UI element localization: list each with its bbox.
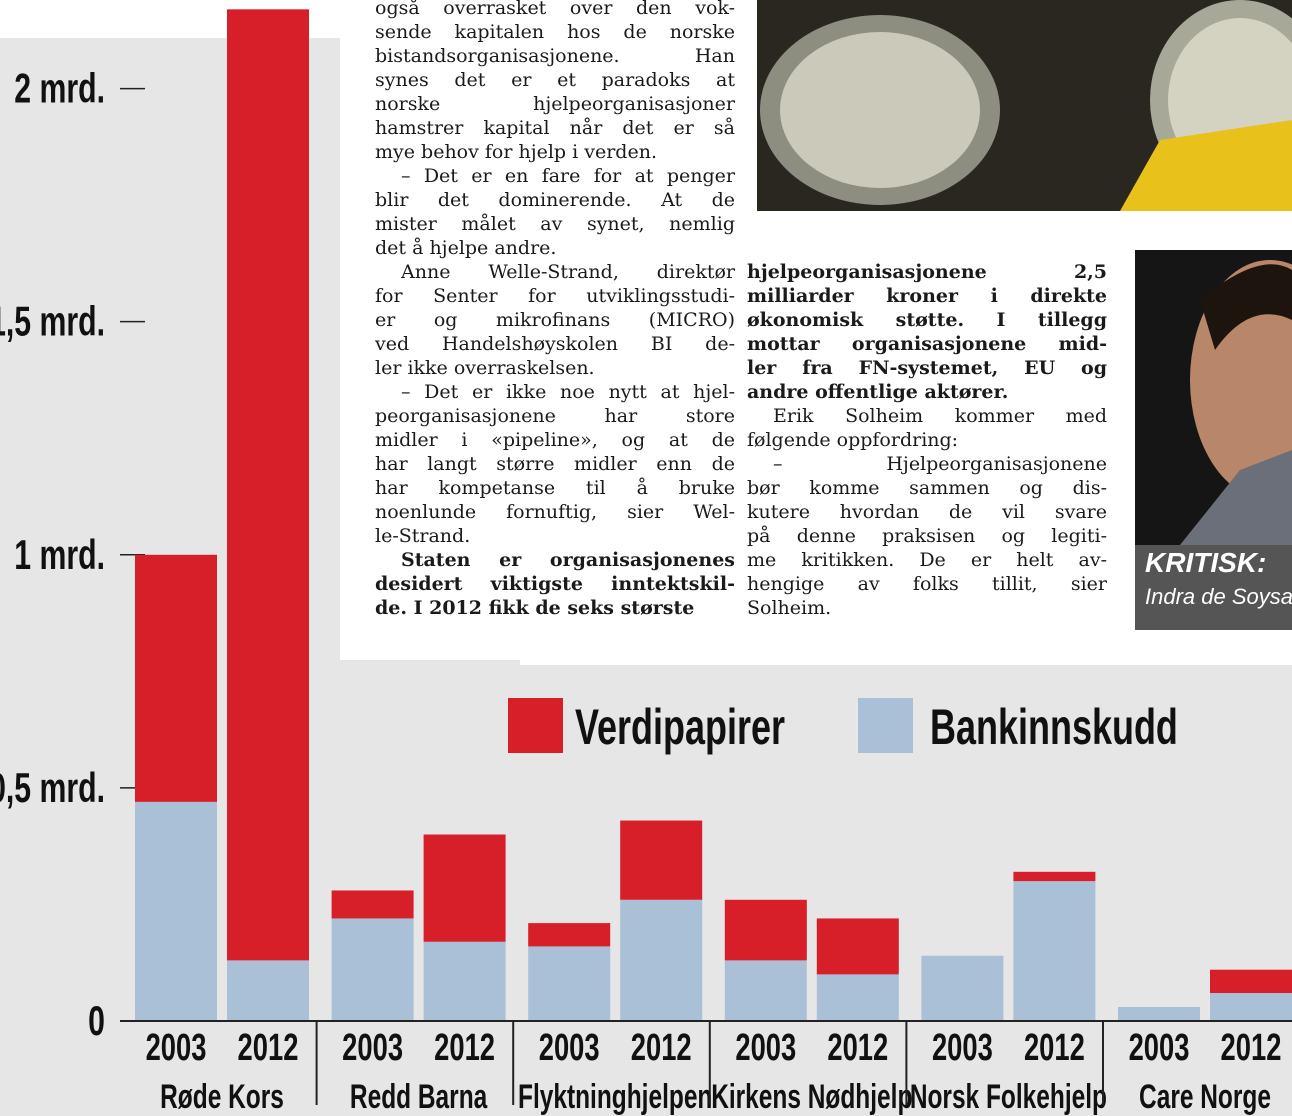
bar-segment [528, 923, 611, 947]
article-line: synes det er et paradoks at [375, 69, 735, 91]
year-label: 2012 [827, 1027, 888, 1069]
y-tick-label: 0,5 mrd. [0, 764, 105, 811]
year-label: 2003 [1129, 1027, 1190, 1069]
article-line: noenlunde fornuftig, sier Wel- [375, 501, 735, 523]
article-line: Anne Welle-Strand, direktør [401, 261, 735, 283]
bar-segment [724, 960, 807, 1021]
year-label: 2003 [539, 1027, 600, 1069]
article-line: sende kapitalen hos de norske [375, 21, 735, 43]
x-tick-label: Redd Barna [350, 1078, 488, 1116]
bar-segment [423, 834, 506, 942]
x-tick-label: Kirkens Nødhjelp [711, 1078, 912, 1116]
photo-chairs [757, 0, 1292, 211]
article-line: milliarder kroner i direkte [747, 285, 1107, 307]
article-line: ved Handelshøyskolen BI de- [375, 333, 735, 355]
caption-name: Indra de Soysa [1145, 584, 1292, 609]
year-label: 2003 [342, 1027, 403, 1069]
photo-portrait: KRITISK: Indra de Soysa [1135, 250, 1292, 630]
legend-label: Verdipapirer [575, 700, 785, 755]
x-tick-label: Norsk Folkehjelp [910, 1078, 1107, 1116]
article-line: hengige av folks tillit, sier [747, 573, 1107, 595]
year-label: 2012 [238, 1027, 299, 1069]
article-line: – Det er en fare for at penger [401, 165, 735, 187]
article-line: blir det dominerende. At de [375, 189, 735, 211]
article-line: norske hjelpeorganisasjoner [375, 93, 735, 115]
bar-segment [227, 9, 309, 961]
article-line: på denne praksisen og legiti- [747, 525, 1107, 547]
year-label: 2012 [434, 1027, 495, 1069]
bar-segment [423, 941, 506, 1021]
legend-swatch [508, 698, 563, 753]
year-label: 2012 [1221, 1027, 1282, 1069]
year-label: 2003 [932, 1027, 993, 1069]
article-line: har langt større midler enn de [375, 453, 735, 475]
article-line: er og mikrofinans (MICRO) [375, 309, 735, 331]
bar-segment [724, 899, 807, 961]
legend-label: Bankinnskudd [930, 700, 1178, 755]
article-line: for Senter for utviklingsstudi- [375, 285, 735, 307]
caption-title: KRITISK: [1145, 547, 1266, 578]
bar-segment [620, 899, 703, 1021]
bar-segment [816, 918, 899, 975]
article-line: også overrasket over den vok- [375, 0, 735, 19]
bar-segment [816, 974, 899, 1021]
bar-segment [331, 890, 414, 919]
y-tick-label: 2 mrd. [14, 65, 105, 112]
article-line: kutere hvordan de vil svare [747, 501, 1107, 523]
article-line: mottar organisasjonene mid- [747, 333, 1107, 355]
article-line: hjelpeorganisasjonene 2,5 [747, 261, 1107, 283]
bar-segment [1013, 871, 1096, 882]
year-label: 2012 [631, 1027, 692, 1069]
article-line: det å hjelpe andre. [375, 237, 557, 259]
bar-segment [921, 955, 1004, 1021]
bar-segment [1210, 993, 1292, 1021]
article-line: bør komme sammen og dis- [747, 477, 1107, 499]
bar-segment [331, 918, 414, 1021]
year-label: 2003 [146, 1027, 207, 1069]
article-line: midler i «pipeline», og at de [375, 429, 735, 451]
article-line: – Hjelpeorganisasjonene [773, 453, 1107, 475]
bar-segment [1013, 881, 1096, 1021]
article-line: desidert viktigste inntektskil- [375, 573, 735, 595]
article-line: Erik Solheim kommer med [773, 405, 1107, 427]
x-tick-label: Flyktninghjelpen [518, 1078, 712, 1116]
article-line: mister målet av synet, nemlig [375, 213, 735, 235]
x-tick-label: Røde Kors [160, 1078, 284, 1116]
article-line: peorganisasjonene har store [375, 405, 735, 427]
bar-segment [528, 946, 611, 1021]
bar-segment [1210, 969, 1292, 994]
bar-segment [227, 960, 309, 1021]
article-line: mye behov for hjelp i verden. [375, 141, 657, 163]
article-line: ler fra FN-systemet, EU og [747, 357, 1107, 379]
y-tick-label: 1,5 mrd. [0, 298, 105, 345]
article-line: me kritikken. De er helt av- [747, 549, 1107, 571]
legend-swatch [858, 698, 913, 753]
article-line: – Det er ikke noe nytt at hjel- [401, 381, 735, 403]
y-tick-label: 1 mrd. [14, 531, 105, 578]
article-line: Staten er organisasjonenes [401, 549, 735, 571]
article-line: følgende oppfordring: [747, 429, 959, 451]
article-line: hamstrer kapital når det er så [375, 117, 735, 139]
bar-segment [1118, 1007, 1200, 1021]
article-line: andre offentlige aktører. [747, 381, 1009, 403]
article-line: bistandsorganisasjonene. Han [375, 45, 735, 67]
article-line: økonomisk støtte. I tillegg [747, 309, 1107, 331]
article-line: le-Strand. [375, 525, 471, 547]
bar-segment [620, 820, 703, 900]
article-line: de. I 2012 fikk de seks største [375, 597, 695, 619]
x-tick-label: Care Norge [1139, 1078, 1271, 1116]
bar-segment [135, 801, 217, 1021]
y-tick-label: 0 [88, 997, 105, 1044]
article-line: Solheim. [747, 597, 832, 619]
article-line: har kompetanse til å bruke [375, 477, 735, 499]
article-line: ler ikke overraskelsen. [375, 357, 595, 379]
year-label: 2012 [1024, 1027, 1085, 1069]
bar-segment [135, 554, 217, 802]
year-label: 2003 [735, 1027, 796, 1069]
